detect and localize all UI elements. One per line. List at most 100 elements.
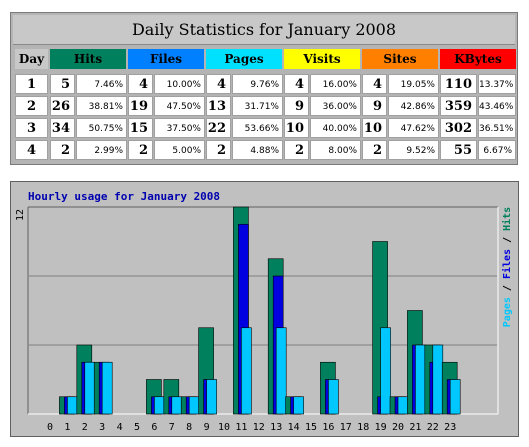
cell-kbytes-pct: 36.51% <box>478 118 516 138</box>
cell-pages-pct: 53.66% <box>232 118 283 138</box>
cell-hits-pct: 2.99% <box>76 140 127 160</box>
x-tick-label: 12 <box>253 422 265 433</box>
cell-visits: 9 <box>284 96 309 116</box>
cell-hits: 5 <box>50 74 75 94</box>
cell-files-pct: 47.50% <box>154 96 205 116</box>
pages-bar <box>188 396 200 415</box>
x-tick-label: 13 <box>270 422 282 433</box>
cell-sites: 9 <box>362 96 387 116</box>
x-tick-label: 1 <box>64 422 70 433</box>
cell-day: 1 <box>15 74 48 94</box>
cell-kbytes-pct: 43.46% <box>478 96 516 116</box>
cell-pages-pct: 31.71% <box>232 96 283 116</box>
x-tick-label: 3 <box>99 422 105 433</box>
table-title: Daily Statistics for January 2008 <box>13 15 515 45</box>
cell-kbytes: 110 <box>440 74 477 94</box>
cell-files: 15 <box>128 118 153 138</box>
pages-bar <box>293 396 304 415</box>
pages-bar <box>275 327 287 415</box>
pages-bar <box>84 361 96 415</box>
header-pages: Pages <box>206 49 282 69</box>
cell-visits-pct: 8.00% <box>310 140 361 160</box>
cell-pages-pct: 4.88% <box>232 140 283 160</box>
chart-title: Hourly usage for January 2008 <box>28 190 220 203</box>
cell-sites: 2 <box>362 140 387 160</box>
cell-visits: 4 <box>284 74 309 94</box>
y-max-label: 12 <box>15 209 26 221</box>
cell-files-pct: 37.50% <box>154 118 205 138</box>
x-tick-labels: 0 1 2 3 4 5 6 7 8 9 10 11 12 13 14 15 16 17 18 19 20 21 22 23 <box>47 422 456 433</box>
pages-bar <box>101 361 113 415</box>
pages-bar <box>206 379 217 415</box>
x-tick-label: 19 <box>375 422 387 433</box>
y-axis-label-part: Files <box>501 249 513 279</box>
cell-day: 3 <box>15 118 48 138</box>
y-axis-label-part: / <box>502 231 513 249</box>
x-tick-label: 6 <box>151 422 157 433</box>
pages-bar <box>397 396 409 415</box>
x-tick-label: 14 <box>288 422 300 433</box>
x-tick-label: 9 <box>204 422 210 433</box>
cell-pages: 4 <box>206 74 231 94</box>
cell-kbytes: 359 <box>440 96 477 116</box>
bar-marks <box>59 206 461 415</box>
cell-sites-pct: 47.62% <box>388 118 439 138</box>
x-tick-label: 11 <box>235 422 247 433</box>
header-day: Day <box>15 49 48 69</box>
y-axis-label-part: Pages <box>502 297 513 327</box>
header-sites: Sites <box>362 49 438 69</box>
header-files: Files <box>128 49 204 69</box>
x-tick-label: 17 <box>340 422 352 433</box>
x-tick-label: 10 <box>218 422 230 433</box>
cell-day: 2 <box>15 96 48 116</box>
pages-bar <box>415 344 426 415</box>
cell-sites-pct: 42.86% <box>388 96 439 116</box>
pages-bar <box>241 327 252 415</box>
cell-kbytes: 302 <box>440 118 477 138</box>
header-hits: Hits <box>50 49 126 69</box>
cell-hits: 2 <box>50 140 75 160</box>
y-axis-label: Pages / Files / Hits <box>501 207 513 327</box>
x-tick-label: 4 <box>117 422 123 433</box>
x-tick-label: 5 <box>134 422 140 433</box>
cell-hits: 26 <box>50 96 75 116</box>
cell-pages: 2 <box>206 140 231 160</box>
cell-files-pct: 5.00% <box>154 140 205 160</box>
x-tick-label: 22 <box>427 422 439 433</box>
cell-pages: 22 <box>206 118 231 138</box>
x-tick-label: 0 <box>47 422 53 433</box>
cell-sites: 4 <box>362 74 387 94</box>
x-tick-label: 7 <box>169 422 175 433</box>
pages-bar <box>380 327 391 415</box>
pages-bar <box>328 379 339 415</box>
cell-visits-pct: 40.00% <box>310 118 361 138</box>
x-tick-label: 8 <box>186 422 192 433</box>
cell-sites: 10 <box>362 118 387 138</box>
pages-bar <box>432 344 444 415</box>
pages-bar <box>449 379 461 415</box>
cell-hits-pct: 38.81% <box>76 96 127 116</box>
cell-hits-pct: 7.46% <box>76 74 127 94</box>
pages-bar <box>154 396 165 415</box>
x-tick-label: 2 <box>82 422 88 433</box>
x-tick-label: 20 <box>392 422 404 433</box>
cell-hits: 34 <box>50 118 75 138</box>
cell-kbytes-pct: 13.37% <box>478 74 516 94</box>
cell-files-pct: 10.00% <box>154 74 205 94</box>
header-kbytes: KBytes <box>440 49 516 69</box>
pages-bar <box>67 396 78 415</box>
daily-statistics-table: Daily Statistics for January 2008 Day Hit… <box>10 12 518 165</box>
cell-pages: 13 <box>206 96 231 116</box>
cell-visits-pct: 36.00% <box>310 96 361 116</box>
cell-kbytes-pct: 6.67% <box>478 140 516 160</box>
cell-sites-pct: 19.05% <box>388 74 439 94</box>
header-visits: Visits <box>284 49 360 69</box>
x-tick-label: 21 <box>409 422 421 433</box>
cell-pages-pct: 9.76% <box>232 74 283 94</box>
cell-kbytes: 55 <box>440 140 477 160</box>
y-axis-label-part: / <box>502 279 513 297</box>
cell-files: 2 <box>128 140 153 160</box>
cell-hits-pct: 50.75% <box>76 118 127 138</box>
